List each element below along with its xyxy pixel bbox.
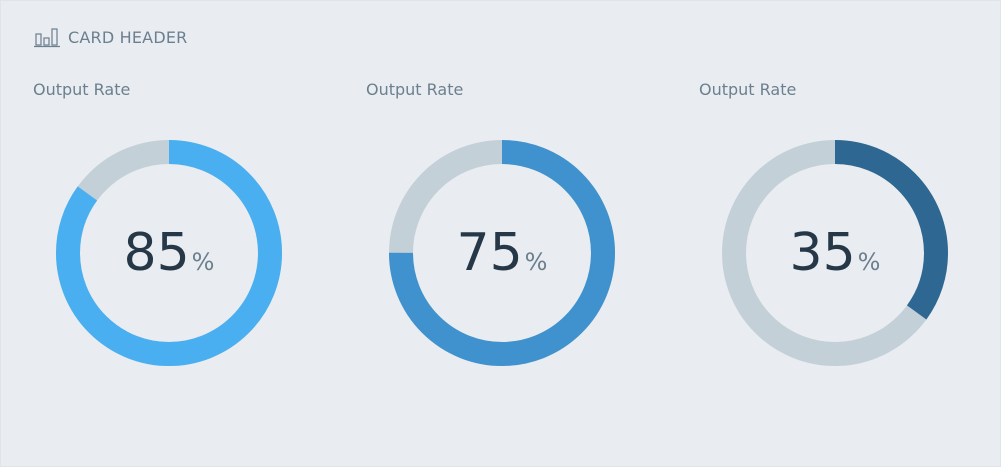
value-unit: % [191,248,215,276]
gauge-label: Output Rate [33,80,131,99]
value-unit: % [524,248,548,276]
donut-svg [389,140,615,366]
donut-svg [56,140,282,366]
gauge-output-rate-1: Output Rate 85% [33,1,333,466]
value-number: 75 [456,223,523,283]
donut-value: 85% [55,139,283,367]
donut-chart: 35% [721,139,949,367]
value-number: 35 [789,223,856,283]
gauge-output-rate-3: Output Rate 35% [699,1,999,466]
gauge-label: Output Rate [366,80,464,99]
gauge-output-rate-2: Output Rate 75% [366,1,666,466]
donut-progress [56,140,282,366]
value-number: 85 [123,223,190,283]
donut-value: 35% [721,139,949,367]
donut-svg [722,140,948,366]
donut-progress [722,140,948,366]
gauge-label: Output Rate [699,80,797,99]
donut-value: 75% [388,139,616,367]
donut-chart: 85% [55,139,283,367]
card-header: CARD HEADER [34,25,187,49]
donut-progress [389,140,615,366]
value-unit: % [857,248,881,276]
card-header-title: CARD HEADER [68,27,188,47]
donut-chart: 75% [388,139,616,367]
bar-chart-icon [34,28,60,48]
